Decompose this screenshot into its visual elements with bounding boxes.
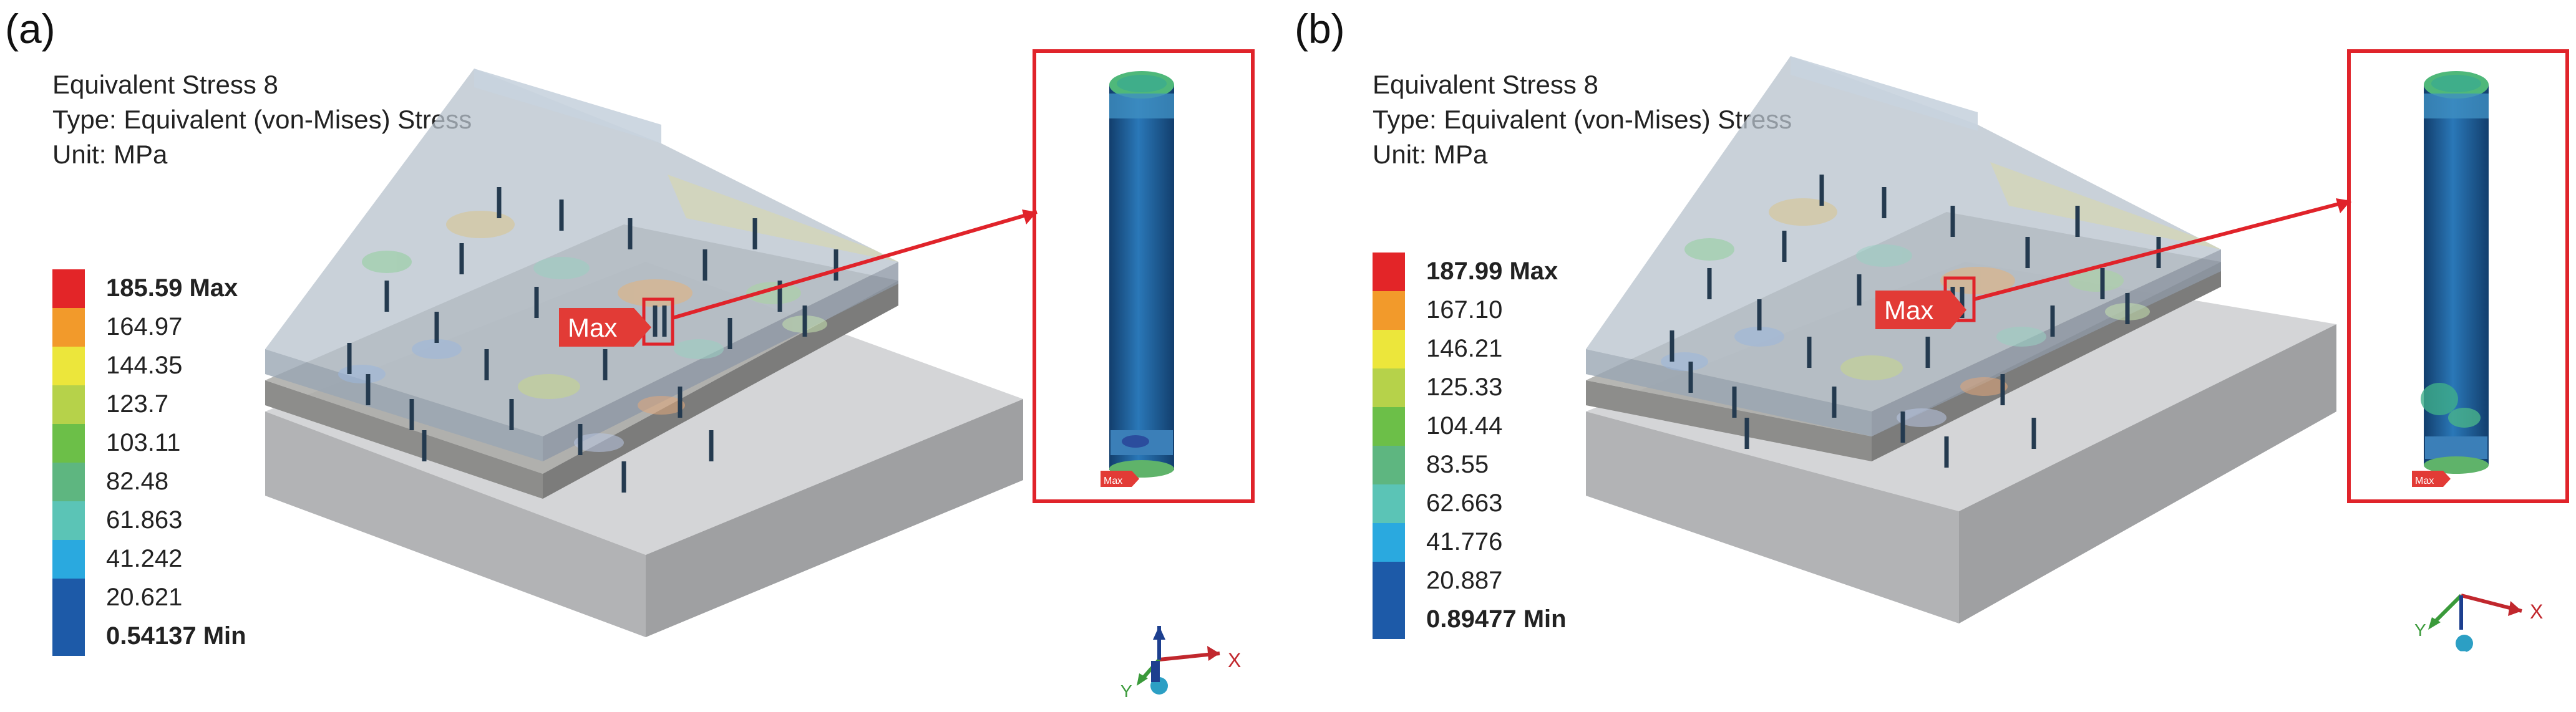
legend-value: 41.776 — [1426, 528, 1503, 556]
legend-swatch — [52, 269, 85, 308]
zoom-frame-a — [1033, 49, 1255, 503]
legend-value: 167.10 — [1426, 296, 1503, 324]
legend-value: 185.59 Max — [106, 274, 238, 302]
legend-swatch — [1373, 253, 1405, 291]
upper-plate-b — [1586, 56, 2221, 436]
legend-swatch — [52, 617, 85, 656]
axis-z-label-a: Z — [1153, 692, 1161, 708]
max-tag-b: Max — [1884, 296, 1933, 325]
max-tag-shape-a — [559, 308, 651, 347]
result-type-b: Type: Equivalent (von-Mises) Stress — [1373, 105, 1792, 134]
zoom-max-tag-shape-a — [1101, 471, 1139, 487]
zoomed-pillar-a — [1109, 71, 1174, 478]
legend-swatch — [52, 347, 85, 385]
result-info-a: Equivalent Stress 8 Type: Equivalent (vo… — [52, 67, 472, 172]
result-type-a: Type: Equivalent (von-Mises) Stress — [52, 105, 472, 134]
legend-value: 0.54137 Min — [106, 622, 246, 650]
axis-y-label-b: Y — [2414, 620, 2426, 640]
legend-value: 103.11 — [106, 429, 181, 456]
legend-swatch — [52, 308, 85, 347]
axis-x-label-b: X — [2530, 600, 2543, 623]
result-unit-b: Unit: MPa — [1373, 140, 1488, 169]
legend-value: 61.863 — [106, 506, 183, 534]
legend-swatch — [1373, 484, 1405, 523]
legend-value: 62.663 — [1426, 489, 1503, 517]
zoom-frame-b — [2347, 49, 2569, 503]
zoom-leader-line-a — [672, 210, 1038, 320]
max-tag-a: Max — [568, 313, 617, 342]
max-tag-shape-b — [1875, 291, 1966, 329]
legend-value: 146.21 — [1426, 335, 1503, 362]
legend-value: 20.887 — [1426, 567, 1503, 594]
stress-contours-a — [338, 211, 827, 452]
result-unit-a: Unit: MPa — [52, 140, 168, 169]
panel-label-b: (b) — [1295, 6, 1345, 52]
legend-value: 187.99 Max — [1426, 257, 1558, 285]
legend-swatch — [1373, 523, 1405, 562]
axis-triad-b: X Y Z — [2414, 594, 2543, 664]
legend-value: 83.55 — [1426, 451, 1489, 478]
legend-value: 82.48 — [106, 468, 169, 495]
zoom-max-tag-b: Max — [2415, 476, 2434, 486]
zoomed-pillar-b — [2421, 71, 2489, 474]
result-title-b: Equivalent Stress 8 — [1373, 70, 1598, 99]
legend-swatch — [1373, 407, 1405, 446]
legend-swatch — [1373, 368, 1405, 407]
axis-x-label-a: X — [1228, 649, 1241, 671]
legend-value: 164.97 — [106, 313, 183, 340]
axis-z-label-b: Z — [2458, 648, 2466, 664]
legend-swatch — [52, 385, 85, 424]
result-title-a: Equivalent Stress 8 — [52, 70, 278, 99]
legend-swatch — [52, 424, 85, 463]
legend-swatch — [1373, 600, 1405, 639]
solder-pillars-a — [347, 187, 838, 493]
legend-swatch — [52, 540, 85, 579]
legend-value: 0.89477 Min — [1426, 605, 1567, 633]
legend-swatch — [1373, 330, 1405, 368]
zoom-leader-line-b — [1973, 199, 2351, 301]
panel-label-a: (a) — [5, 6, 56, 52]
legend-value: 125.33 — [1426, 373, 1503, 401]
axis-y-label-a: Y — [1120, 681, 1132, 701]
legend-swatch — [52, 501, 85, 540]
zoom-max-tag-a: Max — [1104, 476, 1122, 486]
zoom-max-tag-shape-b — [2412, 471, 2451, 487]
stress-contours-b — [1661, 198, 2150, 427]
legend-swatch — [1373, 291, 1405, 330]
legend-swatch — [1373, 562, 1405, 600]
legend-value: 104.44 — [1426, 412, 1503, 440]
legend-value: 144.35 — [106, 352, 183, 379]
result-info-b: Equivalent Stress 8 Type: Equivalent (vo… — [1373, 67, 1792, 172]
legend-value: 20.621 — [106, 584, 183, 611]
legend-swatch — [52, 579, 85, 617]
legend-value: 123.7 — [106, 390, 169, 418]
legend-swatch — [52, 463, 85, 501]
axis-triad-a: X Y Z — [1120, 626, 1241, 708]
legend-value: 41.242 — [106, 545, 183, 572]
legend-swatch — [1373, 446, 1405, 484]
